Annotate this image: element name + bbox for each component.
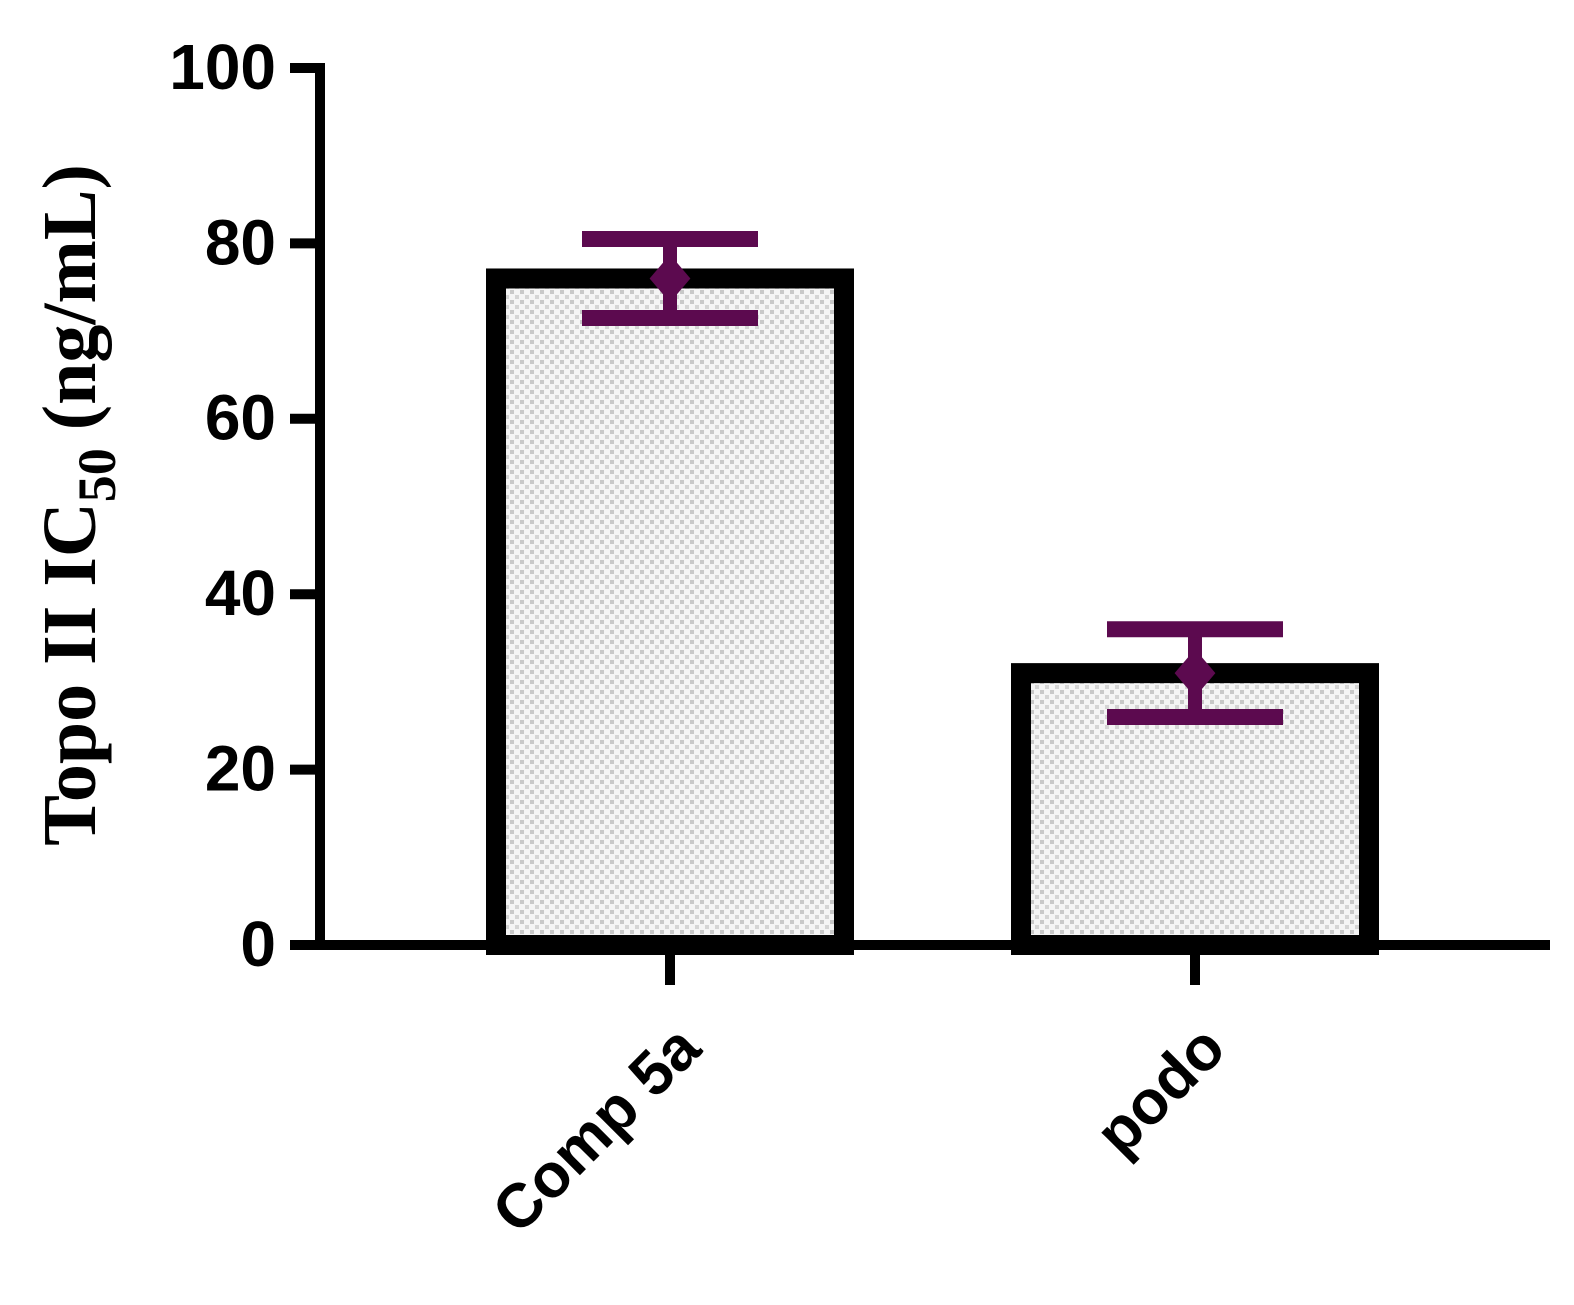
y-tick-label: 100 [169, 31, 276, 103]
y-tick-label: 40 [205, 557, 276, 629]
y-tick-label: 80 [205, 206, 276, 278]
mean-marker [1174, 649, 1216, 698]
bar [486, 268, 854, 956]
y-axis-label: Topo II IC50 (ng/mL) [28, 164, 127, 846]
x-tick-label: podo [1083, 1013, 1239, 1169]
y-tick-label: 0 [240, 908, 276, 980]
y-tick-label: 20 [205, 733, 276, 805]
y-tick-label: 60 [205, 382, 276, 454]
y-label-main: Topo II IC [28, 502, 112, 846]
mean-marker [649, 254, 691, 303]
y-label-unit: (ng/mL) [28, 164, 112, 430]
x-tick-label: Comp 5a [480, 1012, 714, 1246]
y-label-subscript: 50 [67, 448, 127, 502]
